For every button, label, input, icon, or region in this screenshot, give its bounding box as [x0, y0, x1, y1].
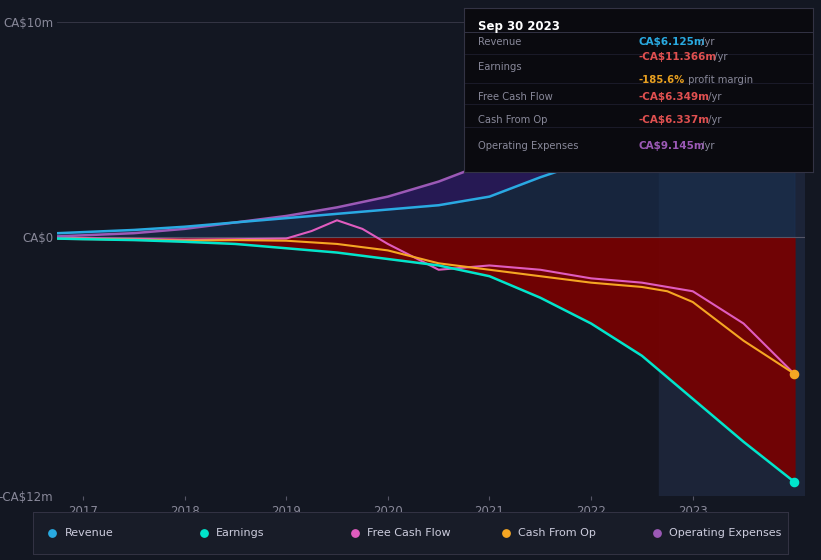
Point	[788, 478, 801, 487]
Point	[197, 529, 210, 538]
Text: Cash From Op: Cash From Op	[518, 529, 595, 538]
Text: /yr: /yr	[698, 37, 714, 47]
Text: profit margin: profit margin	[685, 76, 753, 85]
Text: /yr: /yr	[704, 115, 721, 124]
Text: CA$6.125m: CA$6.125m	[639, 37, 705, 47]
Text: -CA$6.337m: -CA$6.337m	[639, 115, 709, 124]
Text: Revenue: Revenue	[478, 37, 521, 47]
Point	[788, 101, 801, 110]
Text: -CA$6.349m: -CA$6.349m	[639, 92, 709, 102]
Point	[788, 36, 801, 45]
Text: Earnings: Earnings	[216, 529, 264, 538]
Point	[650, 529, 663, 538]
Text: Operating Expenses: Operating Expenses	[669, 529, 782, 538]
Text: /yr: /yr	[698, 141, 714, 151]
Bar	[659, 22, 805, 496]
Text: CA$9.145m: CA$9.145m	[639, 141, 705, 151]
Point	[499, 529, 512, 538]
Text: -CA$11.366m: -CA$11.366m	[639, 53, 717, 63]
Point	[348, 529, 361, 538]
Point	[46, 529, 59, 538]
Text: Operating Expenses: Operating Expenses	[478, 141, 578, 151]
Text: Free Cash Flow: Free Cash Flow	[367, 529, 450, 538]
Text: /yr: /yr	[711, 53, 727, 63]
Text: Free Cash Flow: Free Cash Flow	[478, 92, 553, 102]
Text: /yr: /yr	[704, 92, 721, 102]
Text: Earnings: Earnings	[478, 62, 521, 72]
Text: Revenue: Revenue	[65, 529, 113, 538]
Point	[788, 369, 801, 378]
Text: Sep 30 2023: Sep 30 2023	[478, 20, 560, 33]
Text: -185.6%: -185.6%	[639, 76, 685, 85]
Text: Cash From Op: Cash From Op	[478, 115, 548, 124]
